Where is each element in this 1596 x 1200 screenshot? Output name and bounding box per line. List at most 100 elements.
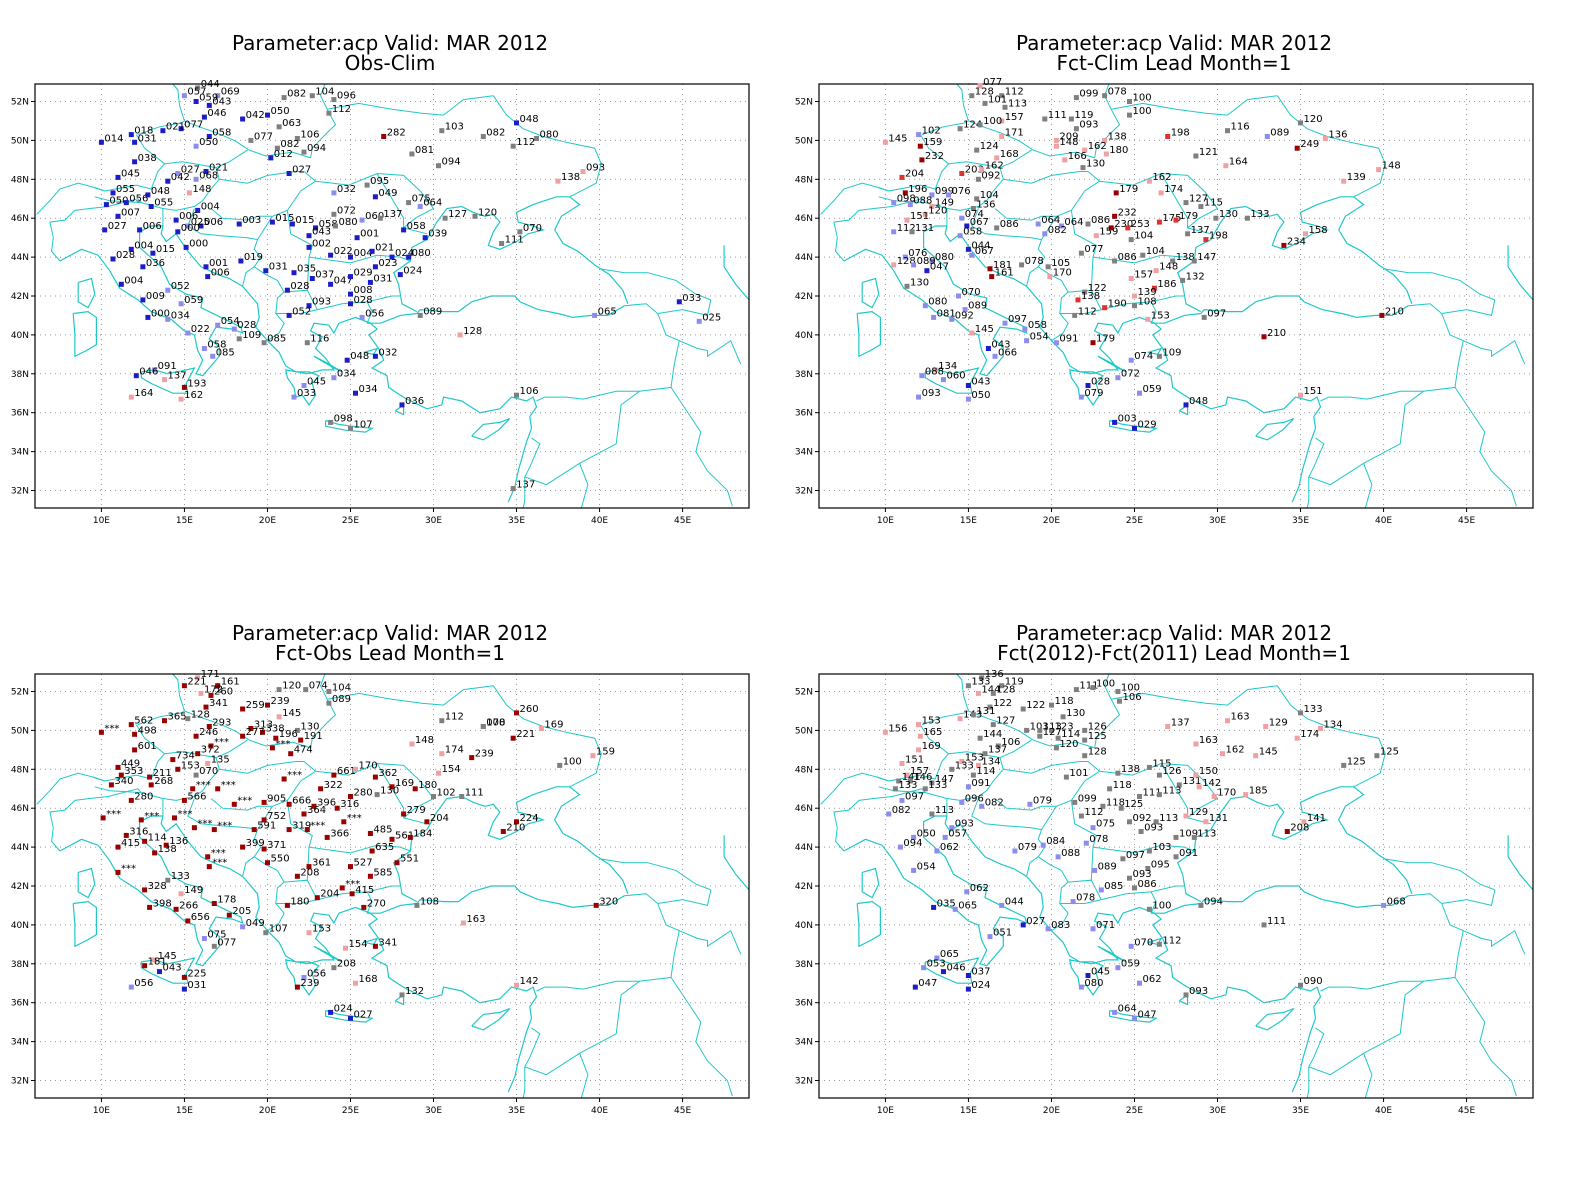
station: 149 — [929, 198, 954, 209]
station-value: 044 — [1005, 896, 1024, 907]
station: 666 — [286, 795, 311, 807]
lat-tick-label: 38N — [795, 370, 813, 380]
station: 147 — [929, 774, 954, 786]
station-value: 098 — [897, 194, 916, 205]
station-marker — [999, 118, 1005, 124]
station: 566 — [181, 791, 206, 803]
station: *** — [339, 879, 360, 891]
country-border — [94, 751, 220, 801]
station-value: 399 — [246, 838, 265, 849]
country-border — [172, 84, 311, 159]
station-value: *** — [217, 821, 232, 832]
station-value: 097 — [905, 791, 924, 802]
coastline — [1255, 1007, 1295, 1031]
country-border — [1441, 889, 1496, 907]
station-value: 096 — [337, 91, 356, 102]
station: 130 — [1060, 708, 1085, 720]
station-value: 100 — [1133, 106, 1152, 117]
station-value: 037 — [315, 270, 334, 281]
station: 132 — [1180, 271, 1205, 283]
station-value: 221 — [516, 729, 535, 740]
station-value: 097 — [1126, 850, 1145, 861]
station-value: 047 — [930, 262, 949, 273]
station-marker — [1137, 980, 1142, 986]
country-border — [1094, 674, 1121, 748]
station-value: 113 — [1197, 828, 1216, 839]
station: 050 — [265, 106, 290, 118]
station-marker — [1082, 727, 1088, 733]
station: 055 — [148, 198, 173, 209]
station-value: 080 — [339, 217, 358, 228]
station-value: 077 — [1084, 244, 1103, 255]
station: 053 — [921, 959, 946, 971]
station-value: 067 — [975, 246, 994, 257]
station-value: *** — [211, 848, 226, 859]
station-value: 042 — [171, 172, 190, 183]
station-value: 090 — [1304, 976, 1323, 987]
station: 083 — [1045, 920, 1070, 932]
station-value: 007 — [121, 207, 140, 218]
station-marker — [186, 190, 192, 196]
station-value: 027 — [292, 165, 311, 176]
country-border — [657, 299, 712, 317]
station-marker — [354, 235, 360, 241]
station-value: 078 — [1108, 87, 1127, 98]
station-marker — [326, 700, 332, 706]
station-value: 084 — [1046, 836, 1065, 847]
lat-tick-label: 44N — [11, 253, 29, 263]
station-value: 021 — [375, 242, 394, 253]
station-value: *** — [310, 821, 325, 832]
station: 116 — [1225, 122, 1250, 134]
station-value: 027 — [1026, 916, 1045, 927]
station-marker — [510, 486, 516, 492]
station: 122 — [1082, 283, 1107, 295]
station-marker — [1083, 840, 1089, 846]
station-value: 074 — [965, 209, 984, 220]
station-marker — [1085, 383, 1091, 388]
station-marker — [240, 924, 246, 930]
station-marker — [1049, 702, 1054, 708]
station-marker — [1040, 842, 1046, 848]
station-marker — [1203, 819, 1209, 825]
lon-tick-label: 20E — [1043, 516, 1060, 526]
station-value: 107 — [269, 924, 288, 935]
station-marker — [1173, 217, 1179, 223]
station-marker — [132, 139, 138, 145]
station-marker — [251, 827, 257, 833]
station-marker — [1070, 899, 1076, 905]
station-value: 028 — [290, 281, 309, 292]
country-border — [327, 95, 494, 116]
station-value: 114 — [1061, 729, 1080, 740]
station: 058 — [313, 219, 338, 231]
station: 048 — [514, 114, 539, 126]
station-value: 120 — [1304, 114, 1323, 125]
lon-tick-label: 15E — [960, 1106, 977, 1116]
station-value: 184 — [413, 828, 432, 839]
station: 234 — [1281, 236, 1306, 248]
station: 064 — [1035, 215, 1060, 227]
station: 058 — [1022, 320, 1047, 332]
country-border — [876, 134, 950, 192]
station-marker — [1022, 326, 1028, 332]
lat-tick-label: 46N — [11, 214, 29, 224]
station-marker — [956, 293, 961, 299]
station-marker — [142, 963, 148, 969]
station-marker — [1002, 104, 1008, 110]
station: 082 — [281, 89, 306, 101]
station: 111 — [459, 788, 484, 799]
station: 123 — [1049, 721, 1074, 733]
station: 485 — [367, 825, 392, 836]
station: 088 — [1055, 848, 1080, 860]
station-value: 057 — [187, 87, 206, 98]
station-value: 279 — [407, 805, 426, 816]
station-value: 259 — [246, 700, 265, 711]
station-marker — [514, 392, 519, 398]
station-marker — [1151, 285, 1157, 291]
station-value: 139 — [1138, 287, 1157, 298]
station-value: 113 — [1008, 98, 1027, 109]
station-value: 093 — [1133, 869, 1152, 880]
station: 174 — [439, 745, 464, 757]
station-value: *** — [178, 809, 193, 820]
station-value: 031 — [373, 273, 392, 284]
station-marker — [1145, 316, 1151, 322]
